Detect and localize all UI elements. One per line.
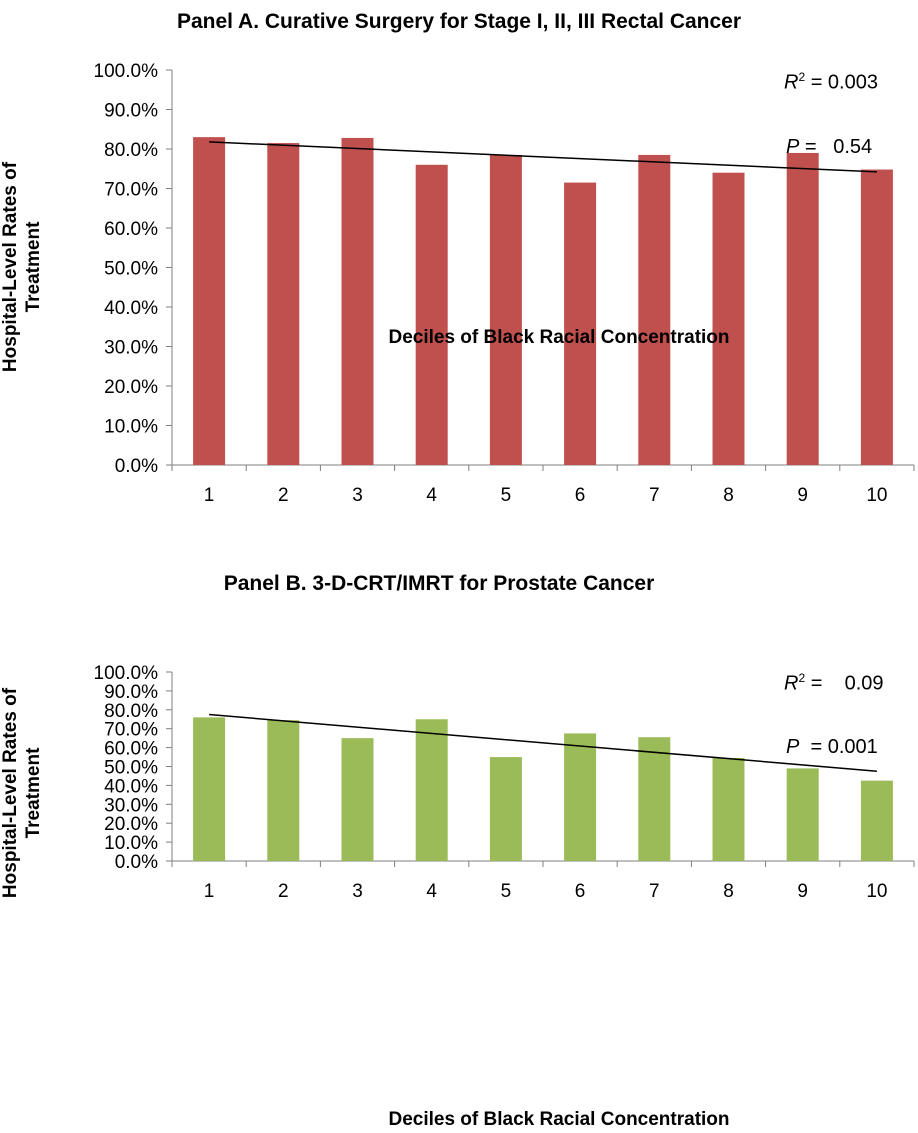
panel-b-y-tick-label: 30.0% [104,795,158,816]
panel-a-y-axis-title: Hospital-Level Rates of Treatment [0,137,45,397]
panel-a-y-axis-title-line1: Hospital-Level Rates of [0,161,21,373]
panel-b-y-tick-label: 70.0% [104,720,158,741]
panel-a-title: Panel A. Curative Surgery for Stage I, I… [176,10,742,33]
panel-b-y-tick-label: 100.0% [94,663,159,684]
panel-a-x-tick-label: 1 [204,485,215,506]
panel-a-y-tick-label: 30.0% [104,338,158,359]
panel-b-chart: 0.0%10.0%20.0%30.0%40.0%50.0%60.0%70.0%8… [94,663,915,902]
panel-b-title: Panel B. 3-D-CRT/IMRT for Prostate Cance… [223,572,655,595]
panel-b-x-tick-label: 2 [278,881,289,902]
panel-b-bar [193,717,226,861]
panel-b-y-axis-title: Hospital-Level Rates of Treatment [0,663,45,923]
panel-b-x-tick-label: 8 [723,881,734,902]
panel-b-x-tick-label: 9 [797,881,808,902]
panel-b-y-tick-label: 40.0% [104,776,158,797]
panel-b-bar [267,720,300,861]
panel-b-r-squared: R2 = 0.09 [784,671,884,695]
panel-a-y-tick-label: 10.0% [104,417,158,438]
panel-a-x-tick-label: 4 [426,485,437,506]
panel-b-x-tick-label: 5 [501,881,512,902]
panel-b-bar [564,733,597,861]
panel-a-r-squared: R2 = 0.003 [784,70,878,94]
panel-a-p-value: P = 0.54 [786,136,873,158]
panel-b-x-tick-label: 6 [575,881,586,902]
panel-a-bar [415,164,448,466]
panel-b-y-tick-label: 90.0% [104,682,158,703]
panel-a-x-tick-label: 10 [866,485,887,506]
panel-b-y-axis-title-line2: Treatment [23,747,44,839]
panel-b-bar [638,737,671,861]
panel-b-bar [341,738,374,861]
panel-a-y-tick-label: 100.0% [94,61,159,82]
panel-b-x-tick-label: 7 [649,881,660,902]
panel-a-bar [786,152,819,465]
panel-b-trendline [209,713,877,772]
panel-b-x-axis-title: Deciles of Black Racial Concentration [388,1109,730,1130]
panel-b-bar [860,780,893,861]
panel-a-bar [712,172,745,465]
panel-b-y-axis-title-line1: Hospital-Level Rates of [0,687,21,899]
panel-a-x-tick-label: 8 [723,485,734,506]
panel-a-x-tick-label: 9 [797,485,808,506]
panel-a-bar [341,137,374,465]
panel-b-bar [415,719,448,861]
panel-b-y-tick-label: 80.0% [104,701,158,722]
panel-a-bar [638,154,671,466]
panel-a-y-tick-label: 0.0% [115,456,158,477]
panel-b-p-value: P = 0.001 [786,736,878,758]
panel-b-y-tick-label: 60.0% [104,739,158,760]
panel-b-y-tick-label: 0.0% [115,852,158,873]
panel-b-y-tick-label: 20.0% [104,814,158,835]
panel-b-x-tick-label: 10 [866,881,887,902]
panel-a-x-axis-title: Deciles of Black Racial Concentration [388,327,730,348]
panel-a-bar [267,143,300,465]
panel-a-chart: 0.0% 10.0% 20.0% 30.0% 40.0% 50.0% 60.0% 70.0% 8… [94,61,915,506]
panel-a-y-tick-label: 70.0% [104,180,158,201]
panel-b-y-tick-label: 50.0% [104,758,158,779]
panel-b-x-tick-label: 4 [426,881,437,902]
panel-a-y-tick-label: 20.0% [104,377,158,398]
panel-a-x-tick-label: 7 [649,485,660,506]
panel-a-x-tick-label: 2 [278,485,289,506]
panel-b-bar [712,757,745,861]
panel-a: Panel A. Curative Surgery for Stage I, I… [0,0,918,560]
panel-a-x-tick-label: 6 [575,485,586,506]
panel-a-bar [489,154,522,466]
panel-a-y-tick-label: 80.0% [104,140,158,161]
panel-b-bar [786,768,819,861]
panel-a-trendline [209,141,877,173]
panel-a-y-tick-label: 40.0% [104,298,158,319]
panel-b-x-tick-label: 3 [352,881,363,902]
panel-a-bar [193,137,226,465]
panel-a-y-tick-label: 90.0% [104,101,158,122]
panel-b: Panel B. 3-D-CRT/IMRT for Prostate Cance… [0,560,918,1133]
panel-b-x-tick-label: 1 [204,881,215,902]
panel-b-y-tick-label: 10.0% [104,833,158,854]
panel-a-y-tick-label: 60.0% [104,219,158,240]
panel-a-y-tick-label: 50.0% [104,259,158,280]
panel-a-bar [860,169,893,466]
panel-a-y-axis-title-line2: Treatment [23,221,44,313]
panel-b-bar [489,757,522,861]
panel-a-bar [564,182,597,465]
panel-a-x-tick-label: 5 [501,485,512,506]
panel-a-x-tick-label: 3 [352,485,363,506]
